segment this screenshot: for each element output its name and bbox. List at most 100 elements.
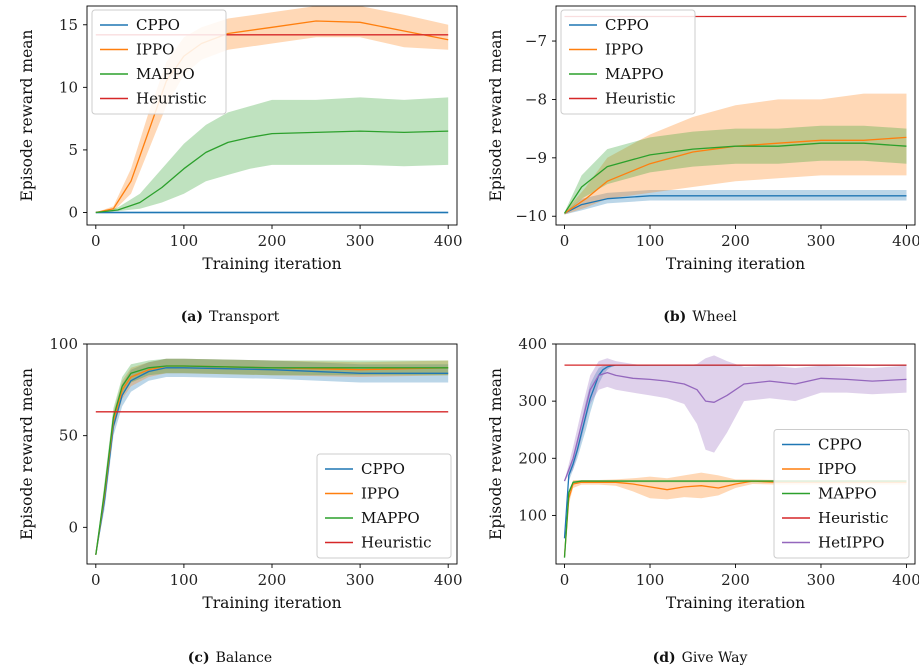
legend-label: CPPO bbox=[361, 460, 405, 478]
y-tick-label: 0 bbox=[68, 203, 78, 221]
x-tick-label: 400 bbox=[434, 232, 463, 250]
x-tick-label: 0 bbox=[560, 232, 570, 250]
band-ippo bbox=[95, 358, 449, 555]
x-tick-label: 100 bbox=[636, 232, 665, 250]
legend-label: MAPPO bbox=[605, 65, 664, 83]
y-tick-label: −8 bbox=[525, 90, 547, 108]
y-tick-label: 200 bbox=[518, 449, 547, 467]
caption-text: Wheel bbox=[692, 309, 737, 325]
caption-text: Balance bbox=[216, 650, 273, 666]
band-hetippo bbox=[564, 355, 907, 482]
y-tick-label: 15 bbox=[59, 16, 78, 34]
y-tick-label: −10 bbox=[515, 207, 547, 225]
x-tick-label: 100 bbox=[170, 571, 199, 589]
y-tick-label: 50 bbox=[59, 427, 78, 445]
y-tick-label: 300 bbox=[518, 392, 547, 410]
x-tick-label: 100 bbox=[170, 232, 199, 250]
legend: CPPO IPPO MAPPO Heuristic bbox=[91, 9, 227, 115]
legend-label: IPPO bbox=[361, 485, 399, 503]
legend-label: Heuristic bbox=[818, 509, 889, 527]
legend-label: CPPO bbox=[136, 16, 180, 34]
y-tick-label: −7 bbox=[525, 32, 547, 50]
legend-label: Heuristic bbox=[136, 90, 207, 108]
panel-d: 0 100 200 300 400 100 200 300 400 Training iterat… bbox=[487, 335, 919, 666]
legend-label: CPPO bbox=[818, 436, 862, 454]
plot-area-b bbox=[563, 15, 907, 215]
caption-tag: (a) bbox=[181, 309, 203, 325]
legend-label: Heuristic bbox=[605, 90, 676, 108]
legend-label: IPPO bbox=[605, 41, 643, 59]
legend-label: MAPPO bbox=[361, 509, 420, 527]
x-tick-label: 0 bbox=[91, 571, 101, 589]
y-tick-label: 0 bbox=[68, 518, 78, 536]
legend-label: CPPO bbox=[605, 16, 649, 34]
legend-box bbox=[773, 429, 910, 559]
plot-area-c bbox=[95, 358, 449, 555]
legend-label: HetIPPO bbox=[818, 534, 884, 552]
x-tick-label: 200 bbox=[721, 571, 750, 589]
legend: CPPO IPPO MAPPO Heuristic bbox=[560, 9, 696, 115]
band-cppo bbox=[95, 358, 449, 555]
plot-area-d bbox=[563, 355, 907, 558]
legend-box bbox=[316, 453, 452, 559]
x-axis-label: Training iteration bbox=[202, 594, 341, 612]
y-tick-label: −9 bbox=[525, 149, 547, 167]
caption: (d) Give Way bbox=[653, 650, 748, 666]
legend-label: MAPPO bbox=[136, 65, 195, 83]
legend-box bbox=[91, 9, 227, 115]
y-axis-label: Episode reward mean bbox=[487, 368, 505, 540]
y-axis-label: Episode reward mean bbox=[487, 30, 505, 202]
caption-tag: (c) bbox=[188, 650, 210, 666]
legend-label: MAPPO bbox=[818, 485, 877, 503]
band-mappo bbox=[564, 125, 907, 215]
x-tick-label: 300 bbox=[346, 571, 375, 589]
x-tick-label: 200 bbox=[721, 232, 750, 250]
caption-text: Give Way bbox=[682, 650, 748, 666]
x-tick-label: 400 bbox=[892, 232, 919, 250]
x-tick-label: 400 bbox=[892, 571, 919, 589]
x-tick-label: 300 bbox=[807, 232, 836, 250]
x-axis-label: Training iteration bbox=[202, 255, 341, 273]
caption: (b) Wheel bbox=[663, 309, 737, 325]
x-tick-label: 300 bbox=[807, 571, 836, 589]
y-tick-label: 400 bbox=[518, 335, 547, 353]
x-tick-label: 200 bbox=[258, 571, 287, 589]
band-cppo bbox=[564, 364, 907, 539]
x-axis-label: Training iteration bbox=[666, 255, 805, 273]
y-tick-label: 100 bbox=[518, 506, 547, 524]
series-line-mappo bbox=[95, 130, 449, 214]
series-line-hetippo bbox=[563, 371, 907, 482]
caption-text: Transport bbox=[209, 309, 280, 325]
band-mappo bbox=[95, 97, 449, 213]
panel-a: 0 100 200 300 400 0 5 10 15 Training iteration Epi… bbox=[18, 5, 463, 325]
y-axis-label: Episode reward mean bbox=[18, 30, 36, 202]
legend-box bbox=[560, 9, 696, 115]
series-line-cppo bbox=[563, 364, 907, 539]
x-tick-label: 0 bbox=[91, 232, 101, 250]
x-tick-label: 400 bbox=[434, 571, 463, 589]
band-mappo bbox=[95, 358, 449, 555]
legend: CPPO IPPO MAPPO Heuristic HetIPPO bbox=[773, 429, 910, 559]
caption-tag: (b) bbox=[663, 309, 686, 325]
x-tick-label: 0 bbox=[560, 571, 570, 589]
series-line-mappo bbox=[95, 365, 449, 555]
panel-b: 0 100 200 300 400 −10 −9 −8 −7 Training iteration… bbox=[487, 5, 919, 325]
x-tick-label: 200 bbox=[258, 232, 287, 250]
y-tick-label: 10 bbox=[59, 78, 78, 96]
x-tick-label: 100 bbox=[636, 571, 665, 589]
series-line-ippo bbox=[564, 136, 907, 214]
legend-label: IPPO bbox=[818, 460, 856, 478]
x-axis-label: Training iteration bbox=[666, 594, 805, 612]
series-line-mappo bbox=[563, 142, 907, 214]
band-ippo bbox=[564, 472, 907, 557]
series-line-cppo bbox=[564, 195, 907, 214]
legend-label: Heuristic bbox=[361, 534, 432, 552]
y-axis-label: Episode reward mean bbox=[18, 368, 36, 540]
caption: (a) Transport bbox=[181, 309, 280, 325]
y-tick-label: 5 bbox=[68, 141, 78, 159]
legend: CPPO IPPO MAPPO Heuristic bbox=[316, 453, 452, 559]
series-line-cppo bbox=[95, 367, 449, 555]
x-tick-label: 300 bbox=[346, 232, 375, 250]
